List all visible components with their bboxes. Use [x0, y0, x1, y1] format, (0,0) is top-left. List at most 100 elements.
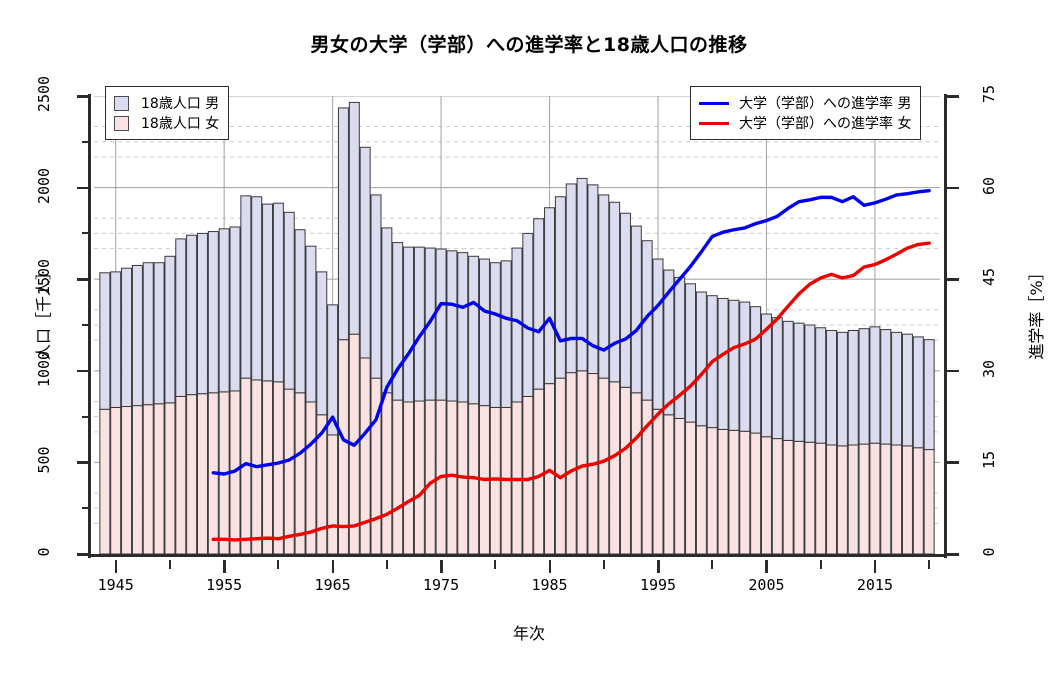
- tick-x-minor: [168, 560, 171, 569]
- bar-segment-female: [815, 442, 827, 554]
- tick-label-x: 1965: [314, 576, 351, 594]
- bar-segment-female: [609, 381, 621, 554]
- legend-advancement-rate: 大学（学部）への進学率 男 大学（学部）への進学率 女: [690, 86, 922, 140]
- tick-label-x: 1945: [97, 576, 134, 594]
- bar-segment-male: [804, 324, 816, 443]
- bar-segment-female: [901, 445, 913, 554]
- bar-segment-female: [186, 394, 198, 554]
- bar-segment-male: [598, 194, 610, 379]
- bar-segment-male: [489, 262, 501, 408]
- legend-item: 大学（学部）への進学率 女: [699, 113, 911, 133]
- bar-segment-female: [337, 339, 349, 554]
- bar-segment-female: [858, 443, 870, 554]
- bar-segment-male: [522, 232, 534, 397]
- tick-x-major: [765, 560, 768, 573]
- tick-y-right: [947, 186, 959, 190]
- tick-label-y-right: 75: [980, 84, 998, 104]
- bar-segment-male: [652, 258, 664, 410]
- bar-segment-female: [153, 403, 165, 554]
- tick-x-minor: [819, 560, 822, 569]
- tick-y-left-minor: [82, 140, 89, 143]
- legend-swatch-male-line: [699, 101, 729, 105]
- bar-segment-male: [294, 229, 306, 394]
- bar-segment-female: [728, 429, 740, 554]
- bar-segment-male: [663, 269, 675, 416]
- tick-x-minor: [602, 560, 605, 569]
- tick-x-major: [873, 560, 877, 573]
- bar-segment-male: [229, 226, 241, 392]
- bars-group: [99, 101, 935, 554]
- tick-y-right: [947, 553, 959, 556]
- bar-segment-male: [121, 267, 133, 408]
- bar-segment-female: [782, 439, 794, 554]
- bar-segment-female: [392, 399, 404, 554]
- bar-segment-female: [826, 444, 838, 554]
- bar-segment-female: [283, 388, 295, 554]
- bar-segment-male: [207, 231, 219, 394]
- bar-segment-male: [392, 242, 404, 401]
- bar-segment-female: [381, 392, 393, 554]
- tick-x-major: [440, 560, 443, 573]
- tick-label-x: 1985: [531, 576, 568, 594]
- tick-x-minor: [385, 560, 388, 569]
- bar-segment-male: [218, 228, 230, 393]
- bar-segment-male: [240, 195, 252, 379]
- tick-y-right: [947, 278, 959, 281]
- bar-segment-female: [891, 444, 903, 554]
- tick-label-x: 1995: [639, 576, 677, 594]
- bar-segment-male: [858, 328, 870, 445]
- bar-segment-female: [533, 388, 545, 554]
- tick-x-minor: [277, 560, 280, 569]
- bar-segment-female: [793, 440, 805, 554]
- bar-segment-female: [522, 395, 534, 554]
- bar-segment-female: [760, 436, 772, 554]
- bar-segment-male: [337, 107, 349, 341]
- bar-segment-male: [880, 329, 892, 445]
- tick-label-y-right: 0: [980, 547, 998, 557]
- tick-label-x: 2015: [856, 576, 893, 594]
- bar-segment-male: [869, 326, 881, 444]
- tick-label-x: 1975: [423, 576, 460, 594]
- bar-segment-male: [565, 183, 577, 374]
- bar-segment-male: [836, 331, 848, 447]
- tick-x-minor: [494, 560, 497, 569]
- bar-segment-female: [923, 449, 935, 554]
- bar-segment-female: [663, 414, 675, 554]
- tick-label-y-left: 1500: [35, 259, 53, 296]
- bar-segment-female: [403, 401, 415, 554]
- bar-segment-male: [826, 329, 838, 446]
- bar-segment-female: [630, 392, 642, 554]
- tick-y-left-minor: [82, 324, 89, 326]
- line-rate-male: [211, 188, 931, 476]
- bar-segment-male: [695, 291, 707, 427]
- bar-segment-male: [760, 313, 772, 438]
- bar-segment-male: [847, 329, 859, 446]
- bar-segment-male: [782, 320, 794, 441]
- bar-segment-female: [771, 438, 783, 554]
- legend-label: 18歳人口 男: [141, 96, 220, 112]
- tick-y-left: [77, 278, 89, 281]
- bar-segment-male: [728, 299, 740, 431]
- tick-label-y-left: 2000: [35, 167, 53, 204]
- bar-segment-male: [131, 264, 143, 407]
- bar-segment-male: [457, 252, 469, 403]
- bar-segment-female: [110, 406, 122, 554]
- legend-label: 大学（学部）への進学率 男: [739, 96, 912, 112]
- tick-label-x: 1955: [206, 576, 243, 594]
- bar-segment-female: [164, 402, 176, 554]
- bar-segment-female: [554, 377, 566, 554]
- bar-segment-female: [565, 372, 577, 554]
- bar-segment-male: [446, 250, 458, 402]
- bar-segment-male: [717, 297, 729, 430]
- bar-segment-male: [348, 101, 360, 335]
- bar-segment-male: [923, 339, 935, 451]
- legend-item: 大学（学部）への進学率 男: [699, 93, 911, 113]
- bar-segment-female: [880, 443, 892, 554]
- bar-segment-male: [609, 201, 621, 383]
- plot-area: [94, 96, 940, 554]
- legend-population: 18歳人口 男 18歳人口 女: [105, 86, 230, 140]
- line-rate-female: [211, 241, 931, 542]
- bar-segment-male: [587, 184, 599, 375]
- bar-segment-male: [272, 202, 284, 383]
